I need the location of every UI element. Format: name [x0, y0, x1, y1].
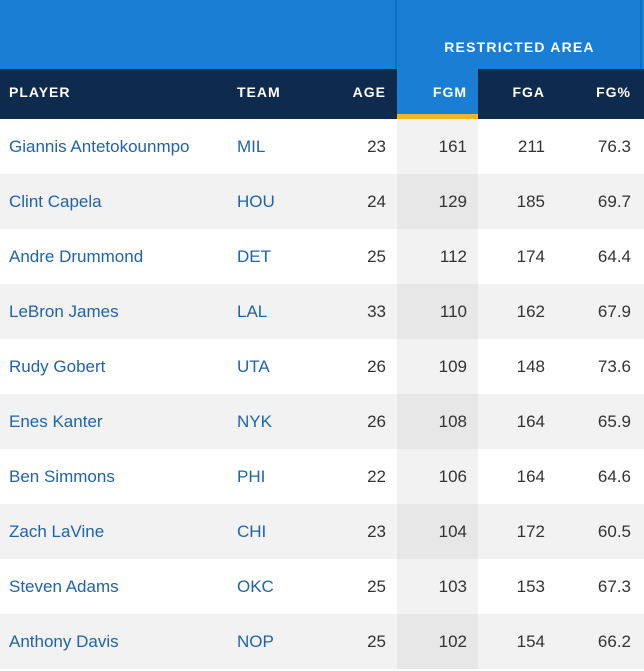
fg-pct-cell: 67.9	[597, 301, 631, 321]
fgm-cell: 109	[438, 356, 467, 376]
fgm-cell: 108	[438, 411, 467, 431]
table-row: Andre Drummond DET 25 112 174 64.4	[0, 229, 644, 284]
fg-pct-cell: 64.4	[597, 246, 631, 266]
column-header-fga[interactable]: FGA	[512, 83, 545, 100]
fgm-cell: 102	[438, 631, 467, 651]
fgm-cell: 112	[439, 246, 467, 266]
column-header-age[interactable]: AGE	[352, 83, 386, 100]
team-link[interactable]: NYK	[237, 411, 272, 431]
fg-pct-cell: 76.3	[597, 136, 631, 156]
column-header-fgm[interactable]: FGM	[432, 83, 467, 100]
team-link[interactable]: MIL	[237, 136, 266, 156]
fgm-cell: 110	[439, 301, 467, 321]
player-name-link[interactable]: Giannis Antetokounmpo	[9, 136, 190, 156]
group-divider	[395, 0, 397, 69]
sorted-column-highlight	[397, 69, 478, 119]
column-header-row: PLAYER TEAM AGE FGM FGA FG%	[0, 69, 644, 119]
team-link[interactable]: CHI	[237, 521, 267, 541]
player-name-link[interactable]: Anthony Davis	[9, 631, 119, 651]
sorted-column-cell-bg	[397, 394, 478, 449]
age-cell: 25	[367, 246, 386, 266]
age-cell: 26	[367, 411, 386, 431]
age-cell: 25	[367, 631, 386, 651]
team-link[interactable]: LAL	[237, 301, 268, 321]
table-row: Rudy Gobert UTA 26 109 148 73.6	[0, 339, 644, 394]
sorted-column-cell-bg	[397, 284, 478, 339]
fga-cell: 164	[516, 466, 545, 486]
group-header-title: RESTRICTED AREA	[444, 38, 595, 55]
fga-cell: 164	[516, 411, 545, 431]
fg-pct-cell: 65.9	[597, 411, 631, 431]
team-link[interactable]: UTA	[237, 356, 270, 376]
fgm-cell: 103	[438, 576, 467, 596]
fg-pct-cell: 64.6	[597, 466, 631, 486]
team-link[interactable]: OKC	[237, 576, 274, 596]
fga-cell: 154	[516, 631, 545, 651]
player-name-link[interactable]: Zach LaVine	[9, 521, 105, 541]
table-row: Steven Adams OKC 25 103 153 67.3	[0, 559, 644, 614]
sorted-column-cell-bg	[397, 174, 478, 229]
fga-cell: 174	[516, 246, 545, 266]
player-name-link[interactable]: Andre Drummond	[9, 246, 144, 266]
player-name-link[interactable]: Ben Simmons	[9, 466, 115, 486]
player-name-link[interactable]: Steven Adams	[9, 576, 119, 596]
age-cell: 23	[367, 136, 386, 156]
team-link[interactable]: HOU	[237, 191, 275, 211]
team-link[interactable]: NOP	[237, 631, 274, 651]
age-cell: 23	[367, 521, 386, 541]
sorted-column-cell-bg	[397, 449, 478, 504]
age-cell: 25	[367, 576, 386, 596]
team-link[interactable]: PHI	[237, 466, 266, 486]
player-name-link[interactable]: Clint Capela	[9, 191, 102, 211]
fga-cell: 185	[516, 191, 545, 211]
table-row: Enes Kanter NYK 26 108 164 65.9	[0, 394, 644, 449]
column-header-fg-pct[interactable]: FG%	[596, 83, 631, 100]
table-row: Clint Capela HOU 24 129 185 69.7	[0, 174, 644, 229]
table-row: Anthony Davis NOP 25 102 154 66.2	[0, 614, 644, 669]
fgm-cell: 129	[438, 191, 467, 211]
fga-cell: 148	[516, 356, 545, 376]
fga-cell: 172	[516, 521, 545, 541]
table-row: Zach LaVine CHI 23 104 172 60.5	[0, 504, 644, 559]
age-cell: 24	[367, 191, 386, 211]
fgm-cell: 106	[438, 466, 467, 486]
player-name-link[interactable]: Rudy Gobert	[9, 356, 106, 376]
sorted-column-cell-bg	[397, 559, 478, 614]
sort-indicator-bar	[397, 114, 478, 119]
fg-pct-cell: 60.5	[597, 521, 631, 541]
sorted-column-cell-bg	[397, 614, 478, 669]
table-row: Ben Simmons PHI 22 106 164 64.6	[0, 449, 644, 504]
sorted-column-cell-bg	[397, 229, 478, 284]
fgm-cell: 161	[438, 136, 467, 156]
fga-cell: 153	[516, 576, 545, 596]
fg-pct-cell: 66.2	[597, 631, 631, 651]
player-name-link[interactable]: Enes Kanter	[9, 411, 103, 431]
fg-pct-cell: 69.7	[597, 191, 631, 211]
fga-cell: 211	[517, 136, 545, 156]
age-cell: 22	[367, 466, 386, 486]
age-cell: 33	[367, 301, 386, 321]
table-row: LeBron James LAL 33 110 162 67.9	[0, 284, 644, 339]
sorted-column-cell-bg	[397, 339, 478, 394]
table-row: Giannis Antetokounmpo MIL 23 161 211 76.3	[0, 119, 644, 174]
group-header-band	[0, 0, 644, 69]
fg-pct-cell: 73.6	[597, 356, 631, 376]
sorted-column-cell-bg	[397, 504, 478, 559]
column-header-team[interactable]: TEAM	[237, 83, 281, 100]
fg-pct-cell: 67.3	[597, 576, 631, 596]
team-link[interactable]: DET	[237, 246, 271, 266]
sorted-column-cell-bg	[397, 119, 478, 174]
age-cell: 26	[367, 356, 386, 376]
fga-cell: 162	[516, 301, 545, 321]
group-divider	[640, 0, 642, 69]
player-name-link[interactable]: LeBron James	[9, 301, 119, 321]
table-body: Giannis Antetokounmpo MIL 23 161 211 76.3 Clin…	[0, 119, 644, 669]
fgm-cell: 104	[438, 521, 467, 541]
column-header-player[interactable]: PLAYER	[9, 83, 71, 100]
